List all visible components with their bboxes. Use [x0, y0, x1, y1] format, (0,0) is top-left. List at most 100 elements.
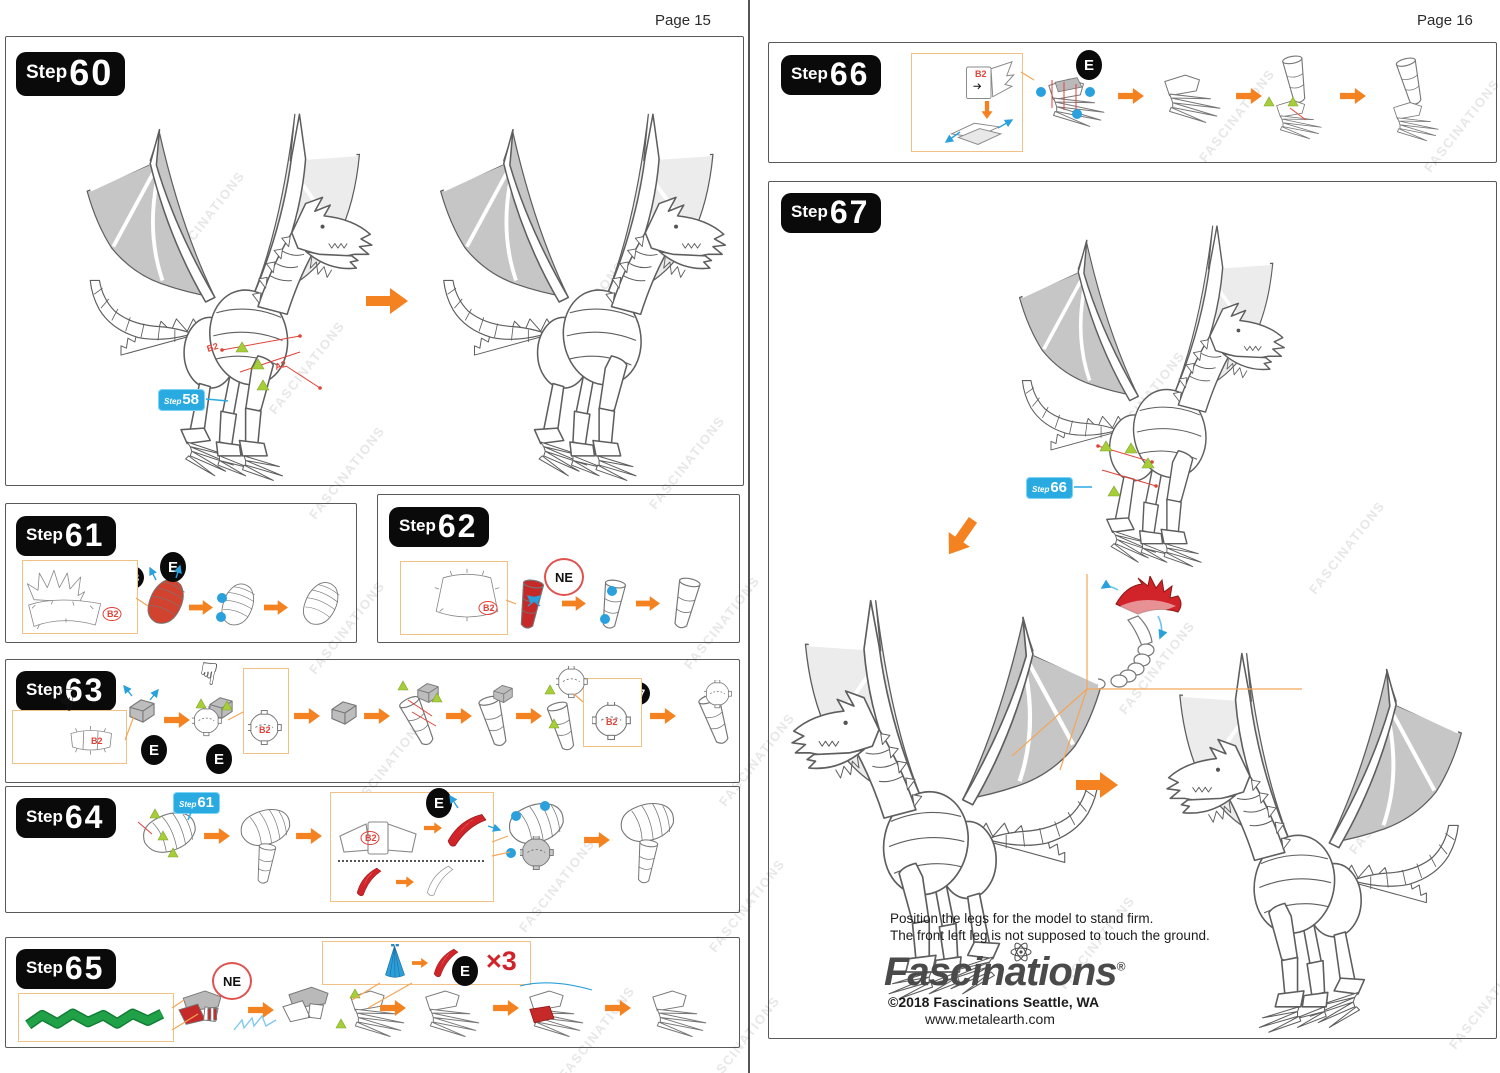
note-line-2: The front left leg is not supposed to to… — [890, 928, 1210, 943]
step-word: Step — [26, 62, 68, 83]
white-cap-part — [427, 865, 454, 897]
arrow-right-icon — [204, 828, 230, 844]
step-66-panel — [768, 42, 1497, 163]
arrow-right-icon — [493, 1000, 519, 1016]
step-58-callout: Step 58 — [158, 389, 206, 411]
callout-number: 66 — [1050, 479, 1068, 496]
arrow-right-icon — [164, 712, 190, 728]
foot-assembly — [1048, 77, 1105, 127]
times-three-label: ×3 — [486, 946, 517, 976]
flat-part-c88 — [339, 821, 417, 855]
arrow-down-icon — [981, 101, 993, 119]
red-cap-part — [356, 867, 382, 897]
dragon-illustration-before — [35, 82, 407, 482]
callout-word: Step — [1032, 485, 1050, 494]
flat-part-b85 — [70, 726, 112, 755]
box-divider — [338, 860, 484, 862]
formed-part-small — [129, 699, 155, 723]
arrow-right-icon — [1076, 772, 1118, 798]
arrow-right-icon — [650, 708, 676, 724]
arrow-right-icon — [248, 1002, 274, 1018]
arrow-right-icon — [296, 828, 322, 844]
atom-icon — [1010, 942, 1032, 962]
step-63-badge: Step 63 — [16, 671, 117, 711]
leg-knee-part — [493, 685, 513, 703]
callout-word: Step — [179, 800, 197, 809]
step-word: Step — [399, 516, 436, 535]
arrow-right-icon — [636, 596, 660, 611]
arrow-right-icon — [380, 1000, 406, 1016]
foot-assembly — [282, 986, 329, 1023]
tool-ne-badge: NE — [544, 558, 584, 596]
flat-part-b86 — [248, 710, 282, 746]
flat-part-c84 — [434, 568, 500, 622]
assembly-round — [192, 706, 222, 737]
assembled-cap — [520, 836, 554, 871]
flat-part-b83 — [26, 569, 102, 630]
step-60-badge: Step 60 — [16, 52, 126, 96]
step-number: 64 — [64, 799, 105, 835]
arrow-right-icon — [189, 600, 213, 615]
callout-number: 58 — [182, 391, 200, 408]
tool-e-badge: E — [206, 744, 232, 774]
hip-cap-part — [556, 666, 588, 699]
leg-finished-foot — [1393, 102, 1439, 142]
step-number: 63 — [64, 672, 105, 708]
step-word: Step — [26, 958, 63, 977]
step-61-callout: Step 61 — [173, 792, 221, 814]
note-line-1: Position the legs for the model to stand… — [890, 911, 1154, 926]
tool-e-badge: E — [1076, 50, 1102, 80]
dragon-illustration-step67-top — [948, 196, 1340, 568]
arrow-right-icon — [366, 288, 408, 314]
step-66-callout: Step 66 — [1026, 477, 1074, 499]
callout-word: Step — [164, 397, 182, 406]
dragon-illustration-after — [402, 82, 747, 482]
step-word: Step — [26, 807, 63, 826]
tool-e-badge: E — [141, 735, 167, 765]
claw-foot-with-red — [529, 990, 584, 1037]
website-line: www.metalearth.com — [925, 1011, 1055, 1027]
step-word: Step — [791, 202, 828, 221]
tool-e-badge: E — [426, 788, 452, 818]
arrow-right-icon — [412, 958, 428, 968]
arrow-right-icon — [516, 708, 542, 724]
arrow-right-icon — [1118, 88, 1144, 104]
pointing-hand-icon: ☞ — [189, 656, 227, 690]
brand-name: Fascinations — [884, 950, 1118, 994]
step-65-badge: Step 65 — [16, 949, 117, 989]
tool-e-badge: E — [160, 552, 186, 582]
step-62-badge: Step 62 — [389, 507, 490, 547]
brand-logo: Fascinations® — [884, 950, 1126, 995]
arrow-right-icon — [584, 832, 610, 848]
leg-knee-part — [417, 683, 439, 703]
arrow-right-icon — [294, 708, 320, 724]
step-number: 62 — [437, 508, 478, 544]
step-number: 60 — [69, 52, 114, 93]
pointing-hand-icon: ☞ — [47, 682, 85, 716]
step-number: 61 — [64, 517, 105, 553]
arrow-right-icon — [396, 876, 414, 888]
flat-part-a63-green — [24, 1006, 166, 1034]
leg-foot — [1276, 100, 1322, 140]
arrow-right-icon — [562, 596, 586, 611]
page-15-header: Page 15 — [655, 12, 711, 29]
page-divider — [748, 0, 750, 1073]
folded-part-b89 — [950, 122, 1002, 145]
step-number: 66 — [829, 56, 870, 92]
arrow-right-icon — [605, 1000, 631, 1016]
step-word: Step — [26, 525, 63, 544]
leg-cap — [704, 680, 732, 709]
tool-e-badge: E — [452, 956, 478, 986]
copyright-line: ©2018 Fascinations Seattle, WA — [888, 994, 1100, 1010]
step-number: 65 — [64, 950, 105, 986]
claw-foot — [425, 990, 480, 1037]
arrow-right-icon — [364, 708, 390, 724]
step-word: Step — [26, 680, 63, 699]
page-16-header: Page 16 — [1417, 12, 1473, 29]
tool-ne-badge: NE — [212, 962, 252, 1000]
registered-mark: ® — [1116, 959, 1126, 974]
claw-foot — [1164, 74, 1221, 123]
step-number: 67 — [829, 194, 870, 230]
claw-foot-finished — [652, 990, 707, 1037]
